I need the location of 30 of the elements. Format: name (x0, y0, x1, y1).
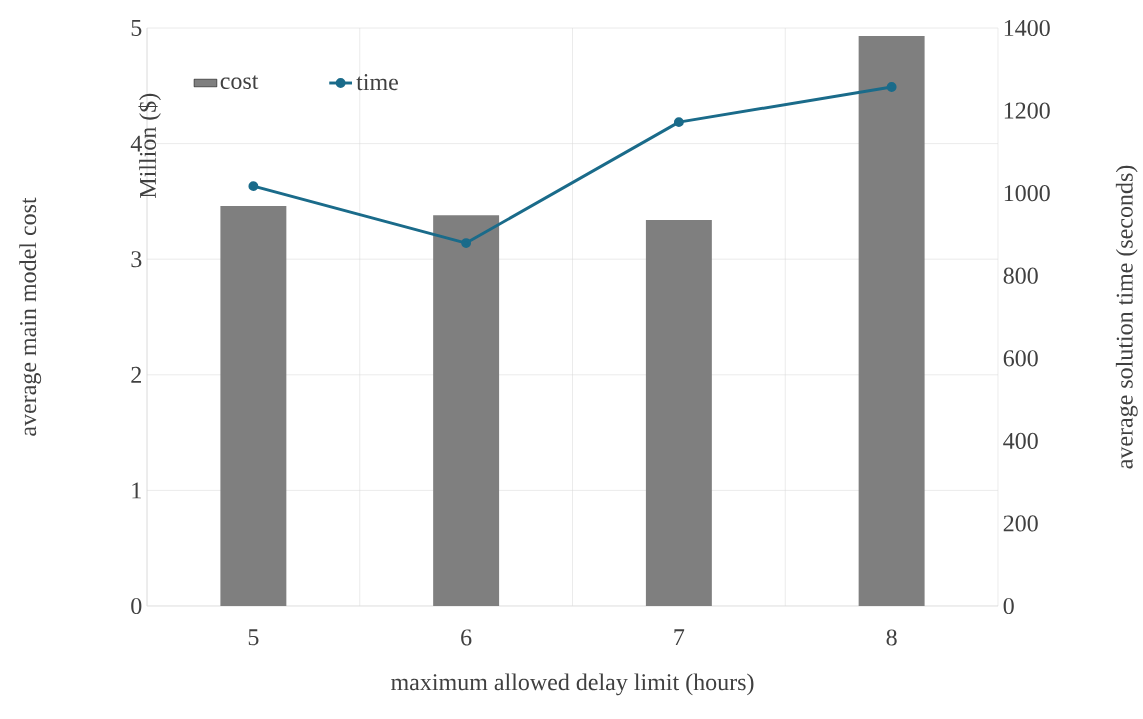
y2-tick-label: 1000 (1004, 185, 1050, 202)
x-tick-label: 8 (886, 629, 897, 646)
y2-tick-label: 400 (1003, 432, 1038, 449)
y2-tick-label: 1200 (1004, 102, 1050, 119)
x-tick-label: 5 (248, 629, 259, 646)
point (248, 181, 259, 192)
bar (220, 206, 287, 606)
y2-tick-label: 600 (1003, 350, 1038, 367)
bar (433, 215, 500, 606)
y-tick-label: 0 (131, 597, 142, 615)
x-axis-title: maximum allowed delay limit (hours) (391, 673, 754, 696)
legend-label: time (356, 74, 398, 91)
y-tick-label: 2 (131, 366, 141, 383)
legend-label: cost (220, 75, 259, 89)
point (461, 238, 472, 249)
y-axis-title: average main model cost (19, 197, 42, 436)
x-tick-label: 7 (674, 629, 685, 646)
point (673, 117, 684, 128)
y2-tick-label: 200 (1003, 515, 1038, 532)
y-tick-label: 3 (131, 251, 142, 268)
y-tick-label: 1 (132, 482, 141, 499)
y2-tick-label: 0 (1003, 597, 1014, 615)
y-tick-label: 5 (131, 20, 142, 36)
x-tick-label: 6 (461, 629, 472, 646)
y2-tick-label: 800 (1003, 267, 1038, 284)
bar (645, 219, 712, 606)
y2-tick-label: 1400 (1004, 19, 1050, 37)
y2-axis-title: average solution time (seconds) (1115, 165, 1138, 469)
bar (858, 36, 925, 606)
point (886, 82, 897, 92)
